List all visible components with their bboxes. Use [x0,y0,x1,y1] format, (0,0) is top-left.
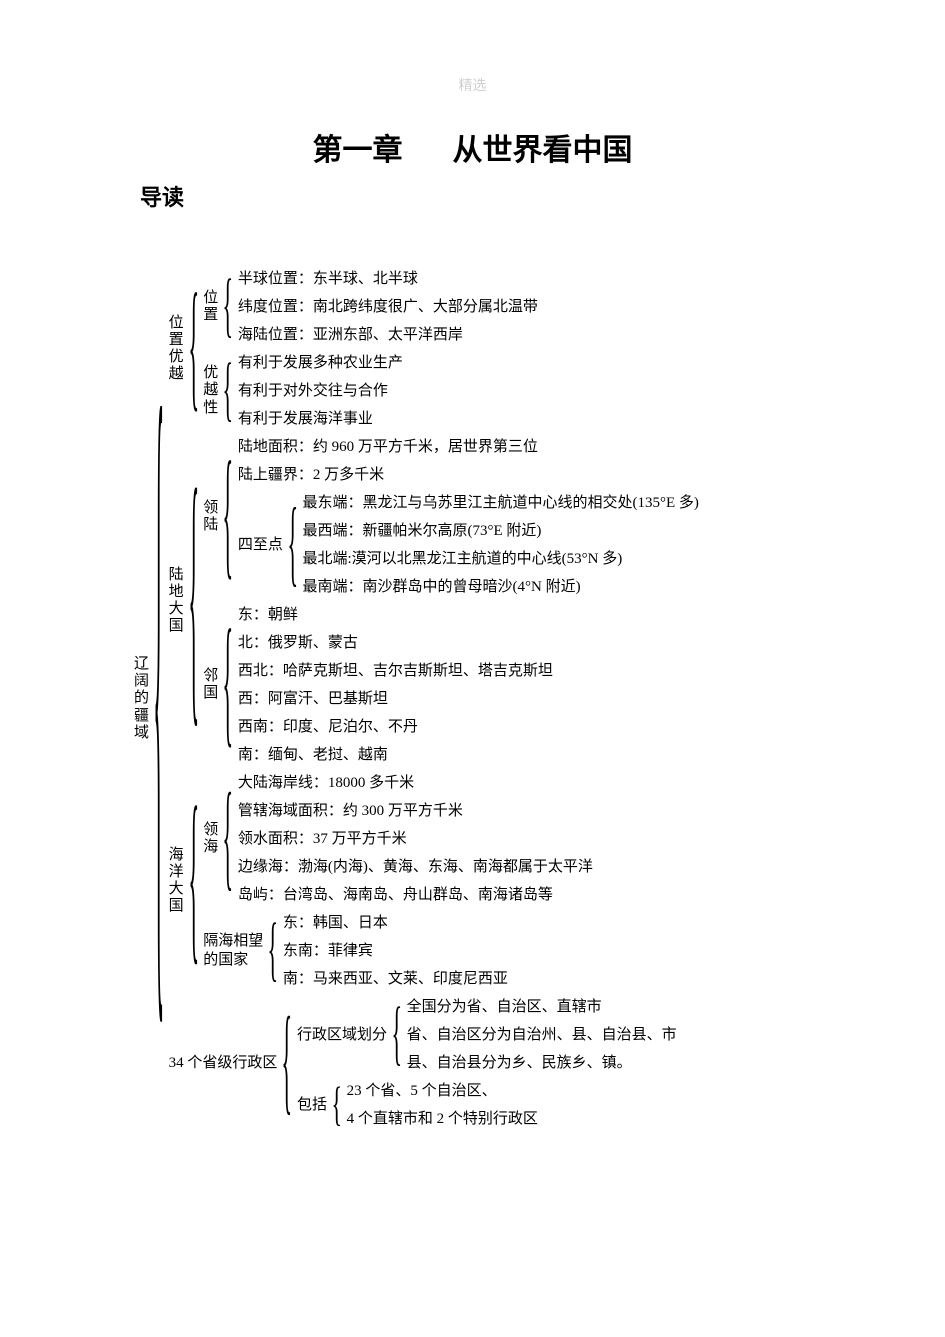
branch-label: 包括 [293,1093,331,1117]
branch-node: 海洋大国{领海{大陆海岸线：18000 多千米管辖海域面积：约 300 万平方千… [165,769,699,993]
leaf-text: 西北：哈萨克斯坦、吉尔吉斯斯坦、塔吉克斯坦 [234,657,553,685]
children-group: 行政区域划分{全国分为省、自治区、直辖市省、自治区分为自治州、县、自治县、市县、… [293,993,677,1133]
leaf-text: 西：阿富汗、巴基斯坦 [234,685,553,713]
leaf-group: 半球位置：东半球、北半球纬度位置：南北跨纬度很广、大部分属北温带海陆位置：亚洲东… [234,265,538,349]
branch-label-vertical: 领陆 [199,500,222,535]
leaf-text: 有利于对外交往与合作 [234,377,403,405]
leaf-text: 南：马来西亚、文莱、印度尼西亚 [279,965,508,993]
branch-node: 邻国{东：朝鲜北：俄罗斯、蒙古西北：哈萨克斯坦、吉尔吉斯斯坦、塔吉克斯坦西：阿富… [199,601,699,769]
root-node: 辽阔的疆域{位置优越{位置{半球位置：东半球、北半球纬度位置：南北跨纬度很广、大… [130,265,699,1133]
branch-node: 隔海相望的国家{东：韩国、日本东南：菲律宾南：马来西亚、文莱、印度尼西亚 [199,909,593,993]
children-group: 领陆{陆地面积：约 960 万平方千米，居世界第三位陆上疆界：2 万多千米四至点… [199,433,699,769]
leaf-text: 最西端：新疆帕米尔高原(73°E 附近) [299,517,699,545]
branch-label-vertical: 辽阔的疆域 [130,656,153,742]
leaf-group: 东：韩国、日本东南：菲律宾南：马来西亚、文莱、印度尼西亚 [279,909,508,993]
watermark-text: 精选 [459,75,487,95]
leaf-text: 省、自治区分为自治州、县、自治县、市 [403,1021,677,1049]
leaf-text: 东：韩国、日本 [279,909,508,937]
branch-node: 陆地大国{领陆{陆地面积：约 960 万平方千米，居世界第三位陆上疆界：2 万多… [165,433,699,769]
leaf-text: 南：缅甸、老挝、越南 [234,741,553,769]
branch-label-vertical: 位置优越 [165,315,188,384]
intro-heading: 导读 [140,180,184,212]
leaf-group: 东：朝鲜北：俄罗斯、蒙古西北：哈萨克斯坦、吉尔吉斯斯坦、塔吉克斯坦西：阿富汗、巴… [234,601,553,769]
leaf-group: 23 个省、5 个自治区、4 个直辖市和 2 个特别行政区 [343,1077,538,1133]
chapter-name: 从世界看中国 [453,134,633,167]
branch-node: 位置{半球位置：东半球、北半球纬度位置：南北跨纬度很广、大部分属北温带海陆位置：… [199,265,538,349]
leaf-text: 纬度位置：南北跨纬度很广、大部分属北温带 [234,293,538,321]
mixed-group: 陆地面积：约 960 万平方千米，居世界第三位陆上疆界：2 万多千米四至点{最东… [234,433,699,601]
leaf-text: 大陆海岸线：18000 多千米 [234,769,593,797]
leaf-group: 有利于发展多种农业生产有利于对外交往与合作有利于发展海洋事业 [234,349,403,433]
leaf-text: 全国分为省、自治区、直辖市 [403,993,677,1021]
leaf-text: 有利于发展海洋事业 [234,405,403,433]
branch-node: 优越性{有利于发展多种农业生产有利于对外交往与合作有利于发展海洋事业 [199,349,538,433]
branch-label: 四至点 [234,533,287,557]
branch-label-vertical: 海洋大国 [165,847,188,916]
children-group: 位置{半球位置：东半球、北半球纬度位置：南北跨纬度很广、大部分属北温带海陆位置：… [199,265,538,433]
leaf-text: 23 个省、5 个自治区、 [343,1077,538,1105]
chapter-number: 第一章 [313,134,403,167]
leaf-text: 最南端：南沙群岛中的曾母暗沙(4°N 附近) [299,573,699,601]
chapter-title: 第一章 从世界看中国 [313,125,633,169]
leaf-text: 最北端:漠河以北黑龙江主航道的中心线(53°N 多) [299,545,699,573]
leaf-group: 大陆海岸线：18000 多千米管辖海域面积：约 300 万平方千米领水面积：37… [234,769,593,909]
branch-node: 领海{大陆海岸线：18000 多千米管辖海域面积：约 300 万平方千米领水面积… [199,769,593,909]
branch-label: 行政区域划分 [293,1023,391,1047]
branch-label-vertical: 位置 [199,290,222,325]
leaf-text: 海陆位置：亚洲东部、太平洋西岸 [234,321,538,349]
leaf-text: 半球位置：东半球、北半球 [234,265,538,293]
children-group: 领海{大陆海岸线：18000 多千米管辖海域面积：约 300 万平方千米领水面积… [199,769,593,993]
branch-label-vertical: 优越性 [199,365,222,417]
branch-label: 34 个省级行政区 [165,1051,282,1075]
leaf-text: 东南：菲律宾 [279,937,508,965]
branch-label-vertical: 领海 [199,822,222,857]
branch-label-vertical: 陆地大国 [165,567,188,636]
leaf-text: 最东端：黑龙江与乌苏里江主航道中心线的相交处(135°E 多) [299,489,699,517]
branch-node: 行政区域划分{全国分为省、自治区、直辖市省、自治区分为自治州、县、自治县、市县、… [293,993,677,1077]
branch-label: 隔海相望的国家 [199,932,267,971]
leaf-text: 边缘海：渤海(内海)、黄海、东海、南海都属于太平洋 [234,853,593,881]
leaf-text: 北：俄罗斯、蒙古 [234,629,553,657]
branch-node: 位置优越{位置{半球位置：东半球、北半球纬度位置：南北跨纬度很广、大部分属北温带… [165,265,699,433]
leaf-text: 岛屿：台湾岛、海南岛、舟山群岛、南海诸岛等 [234,881,593,909]
branch-label-vertical: 邻国 [199,668,222,703]
leaf-text: 东：朝鲜 [234,601,553,629]
leaf-text: 陆上疆界：2 万多千米 [234,461,699,489]
branch-node: 领陆{陆地面积：约 960 万平方千米，居世界第三位陆上疆界：2 万多千米四至点… [199,433,699,601]
branch-node: 包括{23 个省、5 个自治区、4 个直辖市和 2 个特别行政区 [293,1077,677,1133]
leaf-text: 陆地面积：约 960 万平方千米，居世界第三位 [234,433,699,461]
leaf-text: 管辖海域面积：约 300 万平方千米 [234,797,593,825]
concept-tree: 辽阔的疆域{位置优越{位置{半球位置：东半球、北半球纬度位置：南北跨纬度很广、大… [130,265,699,1133]
leaf-group: 最东端：黑龙江与乌苏里江主航道中心线的相交处(135°E 多)最西端：新疆帕米尔… [299,489,699,601]
leaf-text: 西南：印度、尼泊尔、不丹 [234,713,553,741]
branch-node: 34 个省级行政区{行政区域划分{全国分为省、自治区、直辖市省、自治区分为自治州… [165,993,699,1133]
leaf-text: 领水面积：37 万平方千米 [234,825,593,853]
leaf-text: 4 个直辖市和 2 个特别行政区 [343,1105,538,1133]
leaf-text: 有利于发展多种农业生产 [234,349,403,377]
leaf-group: 全国分为省、自治区、直辖市省、自治区分为自治州、县、自治县、市县、自治县分为乡、… [403,993,677,1077]
branch-node: 四至点{最东端：黑龙江与乌苏里江主航道中心线的相交处(135°E 多)最西端：新… [234,489,699,601]
root-children: 位置优越{位置{半球位置：东半球、北半球纬度位置：南北跨纬度很广、大部分属北温带… [165,265,699,1133]
leaf-text: 县、自治县分为乡、民族乡、镇。 [403,1049,677,1077]
